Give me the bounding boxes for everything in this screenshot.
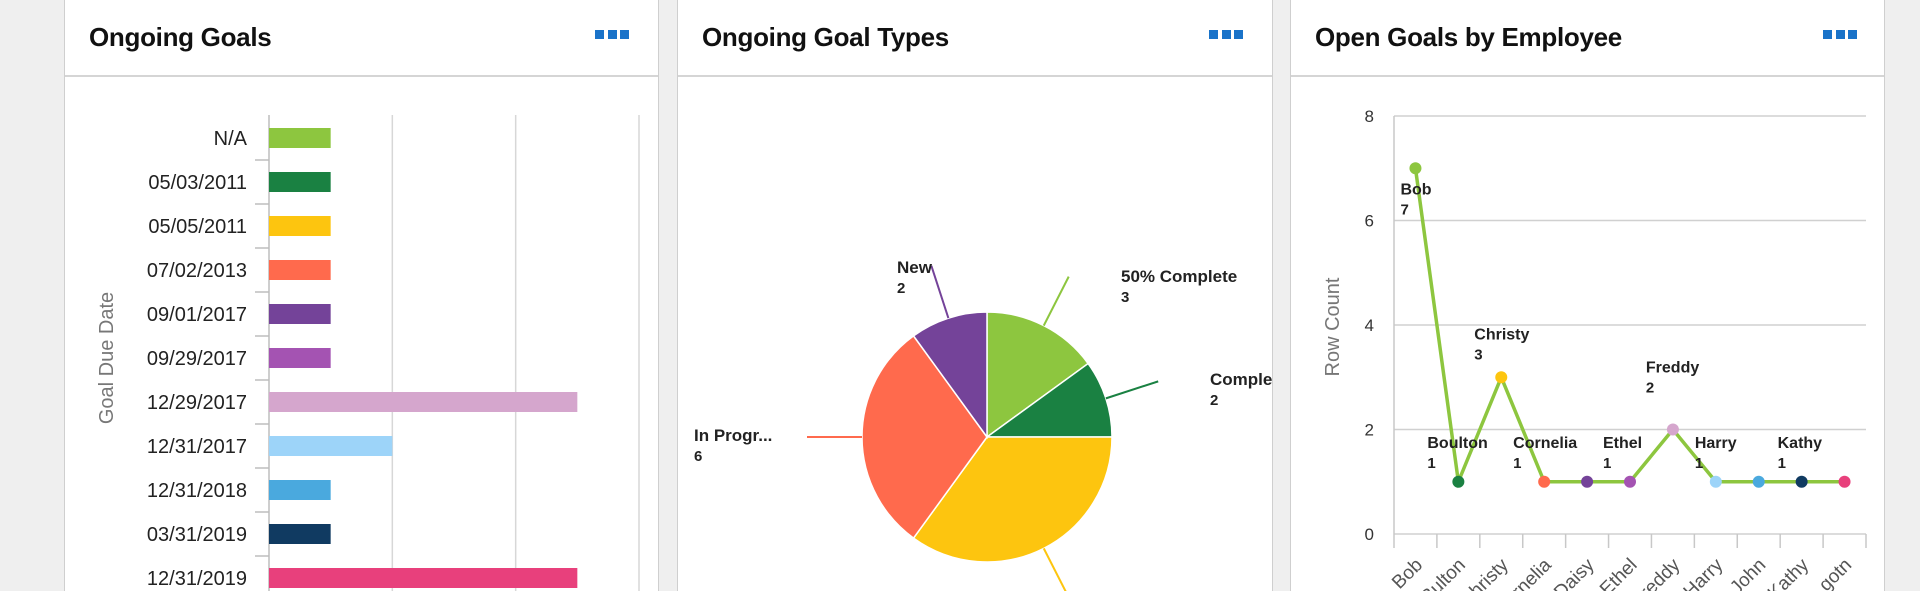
y-tick-label: N/A	[214, 128, 248, 150]
data-point	[1752, 475, 1765, 488]
point-label-name: Freddy	[1646, 360, 1699, 377]
bar	[269, 128, 331, 148]
point-label-name: Christy	[1474, 326, 1529, 343]
x-tick-label: Bulton	[1417, 555, 1470, 591]
pie-slice	[986, 311, 1090, 439]
y-tick-label: 12/31/2019	[147, 568, 247, 590]
pie-slice	[912, 436, 1113, 563]
pie-label-name: In Progr...	[694, 426, 772, 445]
bar	[269, 216, 331, 236]
point-label-name: Harry	[1695, 435, 1737, 452]
pie-label-value: 3	[1121, 289, 1129, 306]
bar	[269, 436, 393, 456]
more-icon[interactable]	[1823, 30, 1857, 42]
x-tick-label: Kathy	[1764, 554, 1814, 591]
panel-header: Open Goals by Employee	[1291, 0, 1884, 77]
ongoing-goals-panel: Ongoing Goals N/A 05/03/2011 05/05/2011 07/…	[64, 0, 659, 591]
data-point	[1538, 475, 1551, 488]
point-label-name: Boulton	[1427, 435, 1487, 452]
x-tick-label: gotn	[1815, 555, 1856, 591]
y-tick-label: 2	[1365, 421, 1374, 440]
data-point	[1624, 475, 1636, 488]
data-point	[1709, 475, 1722, 488]
pie-leader-line	[1042, 276, 1070, 327]
point-label-value: 1	[1513, 455, 1521, 472]
bar	[269, 260, 331, 280]
x-tick-label: Harry	[1680, 554, 1728, 591]
x-tick-label: John	[1726, 555, 1770, 591]
point-label-name: Bob	[1400, 181, 1431, 198]
data-point	[1495, 371, 1508, 384]
y-axis-label: Goal Due Date	[96, 292, 118, 424]
pie-leader-line	[930, 265, 950, 319]
point-label-value: 1	[1603, 455, 1611, 472]
data-point	[1795, 475, 1808, 488]
point-label-value: 3	[1474, 346, 1482, 363]
bar	[269, 392, 578, 412]
point-label-name: Cornelia	[1513, 435, 1577, 452]
point-label-value: 1	[1778, 455, 1786, 472]
x-tick-label: rnelia	[1508, 554, 1556, 591]
panel-title: Ongoing Goal Types	[702, 22, 949, 52]
x-tick-label: Daisy	[1550, 554, 1599, 591]
pie-slice	[861, 334, 988, 540]
pie-slice	[984, 362, 1113, 438]
data-point	[1666, 423, 1679, 436]
y-axis-label: Row Count	[1322, 277, 1344, 376]
more-icon[interactable]	[1209, 30, 1243, 42]
open-goals-by-employee-panel: Open Goals by Employee 0 2 4 6 8 Row Count Bob…	[1290, 0, 1885, 591]
pie-label-value: 6	[694, 448, 702, 465]
y-tick-label: 09/29/2017	[147, 348, 247, 370]
point-label-value: 1	[1695, 455, 1703, 472]
data-point	[1581, 475, 1594, 488]
panel-header: Ongoing Goals	[65, 0, 658, 77]
pie-label-name: 50% Complete	[1121, 267, 1237, 286]
y-tick-label: 6	[1365, 212, 1374, 231]
x-tick-label: Bob	[1388, 555, 1427, 591]
pie-leader-line	[1105, 380, 1159, 400]
pie-leader-line	[1042, 547, 1067, 591]
x-tick-label: Ethel	[1596, 555, 1641, 591]
y-tick-label: 8	[1365, 107, 1374, 126]
y-tick-label: 03/31/2019	[147, 524, 247, 546]
point-label-name: Ethel	[1603, 435, 1642, 452]
point-label-value: 2	[1646, 380, 1654, 397]
pie-label-name: Comple...	[1210, 370, 1273, 389]
y-tick-label: 12/31/2018	[147, 480, 247, 502]
y-tick-label: 05/03/2011	[148, 172, 247, 194]
point-label-value: 1	[1427, 455, 1435, 472]
y-tick-label: 05/05/2011	[148, 216, 247, 238]
y-tick-label: 4	[1365, 316, 1374, 335]
y-tick-label: 12/29/2017	[147, 392, 247, 414]
point-label-value: 7	[1400, 201, 1408, 218]
bar	[269, 304, 331, 324]
panel-title: Ongoing Goals	[89, 22, 272, 52]
panel-header: Ongoing Goal Types	[678, 0, 1272, 77]
y-tick-label: 07/02/2013	[147, 260, 247, 282]
bar	[269, 568, 578, 588]
pie-slice	[912, 311, 988, 440]
pie-label-value: 2	[897, 280, 905, 297]
ongoing-goal-types-panel: Ongoing Goal Types 50% Complete 3 Comple..…	[677, 0, 1273, 591]
y-tick-label: 12/31/2017	[147, 436, 247, 458]
more-icon[interactable]	[595, 30, 629, 42]
pie-label-name: New	[897, 258, 933, 277]
data-point	[1409, 162, 1422, 175]
bar	[269, 524, 331, 544]
pie-label-value: 2	[1210, 392, 1218, 409]
bar	[269, 480, 331, 500]
bar	[269, 348, 331, 368]
point-label-name: Kathy	[1778, 435, 1823, 452]
bar-chart: N/A 05/03/2011 05/05/2011 07/02/2013 09/01/2…	[96, 115, 640, 591]
y-tick-label: 09/01/2017	[147, 304, 247, 326]
bar	[269, 172, 331, 192]
data-point	[1838, 475, 1851, 488]
data-point	[1452, 475, 1465, 488]
y-tick-label: 0	[1365, 525, 1374, 544]
pie-chart: 50% Complete 3 Comple... 2 In Progr... 6 New 2	[694, 258, 1273, 591]
panel-title: Open Goals by Employee	[1315, 22, 1622, 52]
